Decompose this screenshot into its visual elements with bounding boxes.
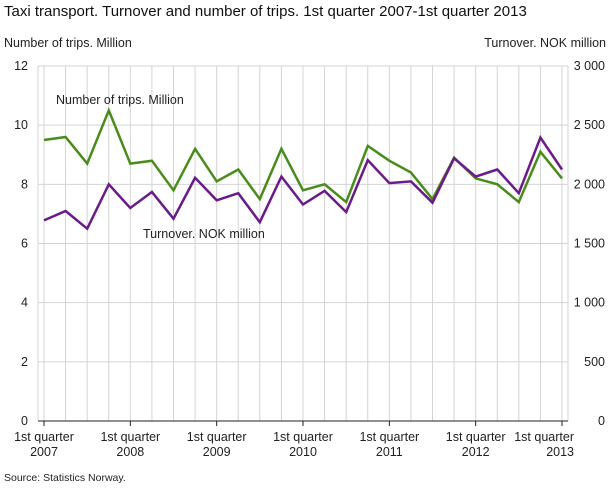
x-tick-label: 1st quarter [446,430,506,444]
right-tick-label: 1 500 [574,237,605,251]
x-tick-label-year: 2008 [116,445,144,459]
right-tick-label: 2 500 [574,118,605,132]
left-tick-label: 8 [21,177,28,191]
x-tick-label: 1st quarter [514,430,574,444]
chart-title: Taxi transport. Turnover and number of t… [4,3,527,20]
left-tick-label: 2 [21,355,28,369]
right-axis-title: Turnover. NOK million [484,36,606,50]
number-of-trips-label: Number of trips. Million [56,93,184,107]
right-tick-label: 500 [584,355,605,369]
x-tick-label: 1st quarter [273,430,333,444]
series-annotations: Number of trips. Million Turnover. NOK mi… [56,93,265,241]
number-of-trips-line [43,107,563,205]
right-tick-label: 3 000 [574,59,605,73]
left-tick-label: 12 [14,59,28,73]
tick-labels: 0 2 4 6 8 10 12 0 500 1 000 1 500 2 000 2 500 3 000 1s… [14,59,605,459]
x-tick-label-year: 2009 [203,445,231,459]
x-tick-label: 1st quarter [187,430,247,444]
left-axis-title: Number of trips. Million [4,36,132,50]
left-tick-label: 10 [14,118,28,132]
x-tick-label-year: 2010 [289,445,317,459]
right-tick-label: 2 000 [574,177,605,191]
x-tick-label: 1st quarter [359,430,419,444]
source-note: Source: Statistics Norway. [4,472,126,484]
left-tick-label: 6 [21,237,28,251]
left-tick-label: 0 [21,414,28,428]
x-tick-label-year: 2011 [376,445,403,459]
axes [38,420,568,426]
right-tick-label: 0 [598,414,605,428]
grid-lines [37,65,569,421]
right-tick-label: 1 000 [574,296,605,310]
x-tick-label-year: 2007 [30,445,58,459]
x-tick-label: 1st quarter [100,430,160,444]
x-tick-label-year: 2012 [462,445,490,459]
turnover-label: Turnover. NOK million [143,227,265,241]
turnover-line [43,134,564,231]
x-tick-label: 1st quarter [14,430,74,444]
left-tick-label: 4 [21,296,28,310]
x-tick-label-year: 2013 [546,445,574,459]
series-lines [43,107,564,231]
